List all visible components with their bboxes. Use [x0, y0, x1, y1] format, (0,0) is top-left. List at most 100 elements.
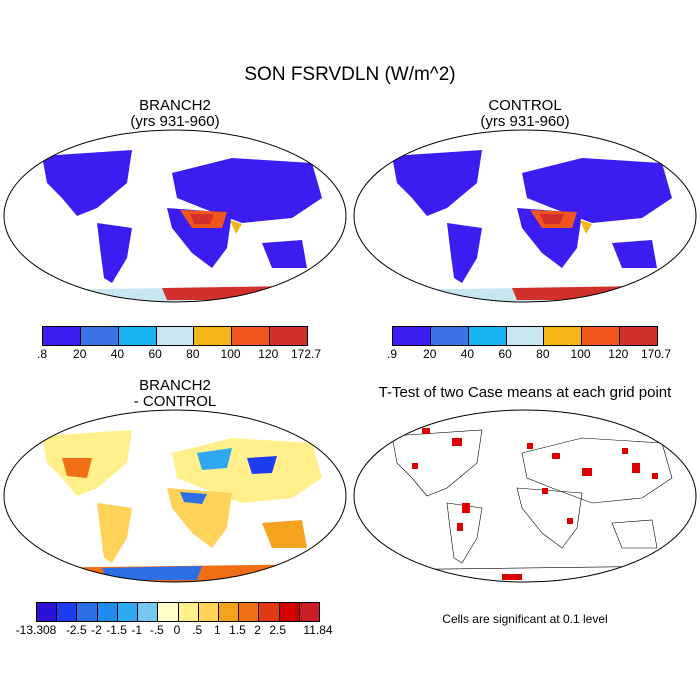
- colorbar-diff: [36, 602, 320, 622]
- panel-title-diff-line2: - CONTROL: [133, 393, 217, 410]
- colorbar-control-swatch: [468, 327, 507, 345]
- panel-title-branch2-line2: (yrs 931-960): [130, 113, 220, 130]
- colorbar-control-swatch: [582, 327, 621, 345]
- colorbar-control-label: 100: [570, 347, 591, 361]
- asia-neg: [247, 456, 277, 474]
- colorbar-branch2-label: 120: [258, 347, 279, 361]
- panel-title-branch2-line1: BRANCH2: [139, 97, 211, 114]
- panel-title-branch2: BRANCH2 (yrs 931-960): [75, 98, 275, 130]
- colorbar-diff-swatch: [138, 603, 159, 621]
- colorbar-branch2-label: 40: [110, 347, 125, 361]
- colorbar-branch2-swatch: [118, 327, 157, 345]
- map-border: [353, 129, 697, 303]
- north-america: [392, 150, 482, 216]
- colorbar-branch2-label: 172.7: [290, 347, 322, 361]
- colorbar-control-label: 120: [608, 347, 629, 361]
- colorbar-control-swatch: [544, 327, 583, 345]
- panel-title-diff: BRANCH2 - CONTROL: [75, 378, 275, 410]
- colorbar-diff-swatch: [57, 603, 78, 621]
- colorbar-diff-swatch: [299, 603, 320, 621]
- figure-title: SON FSRVDLN (W/m^2): [244, 64, 456, 85]
- colorbar-diff-swatch: [97, 603, 118, 621]
- panel-title-ttest: T-Test of two Case means at each grid po…: [378, 384, 672, 401]
- australia: [262, 240, 307, 268]
- sahara-neg: [180, 492, 207, 504]
- colorbar-diff-swatch: [259, 603, 280, 621]
- south-america: [447, 223, 482, 283]
- sahara-max: [540, 214, 564, 224]
- australia: [262, 520, 307, 548]
- colorbar-control-label: .9: [386, 347, 398, 361]
- colorbar-diff-swatch: [218, 603, 240, 621]
- map-branch2: [3, 129, 347, 303]
- colorbar-diff-label: -.5: [149, 623, 164, 637]
- colorbar-control-label: 40: [460, 347, 475, 361]
- map-border: [353, 409, 697, 583]
- antarctica-outline: [366, 565, 683, 571]
- colorbar-branch2-label: .8: [36, 347, 48, 361]
- north-america: [42, 150, 132, 216]
- south-america: [97, 223, 132, 283]
- eurasia-outline: [521, 437, 673, 504]
- colorbar-branch2-swatch: [194, 327, 233, 345]
- colorbar-branch2: [42, 326, 308, 346]
- colorbar-branch2-label: 100: [220, 347, 241, 361]
- colorbar-diff-swatch: [198, 603, 219, 621]
- colorbar-branch2-swatch: [270, 327, 308, 345]
- colorbar-branch2-label: 80: [186, 347, 200, 361]
- colorbar-diff-label: -1: [131, 623, 143, 637]
- colorbar-diff-label: 1: [213, 623, 221, 637]
- colorbar-diff-swatch: [37, 603, 58, 621]
- colorbar-branch2-label: 60: [148, 347, 162, 361]
- antarctica-neg: [102, 566, 202, 580]
- colorbar-control-label: 60: [498, 347, 512, 361]
- colorbar-diff-label: 0: [173, 623, 181, 637]
- colorbar-branch2-swatch: [232, 327, 271, 345]
- colorbar-diff-label: 2: [254, 623, 261, 637]
- colorbar-diff-label: 2.5: [269, 623, 287, 637]
- panel-title-control-line2: (yrs 931-960): [480, 113, 570, 130]
- north-america-outline: [391, 429, 483, 497]
- colorbar-diff-swatch: [117, 603, 139, 621]
- colorbar-control-swatch: [430, 327, 469, 345]
- colorbar-branch2-label: 20: [73, 347, 87, 361]
- colorbar-diff-label: -2.5: [65, 623, 87, 637]
- map-border: [3, 129, 347, 303]
- colorbar-control-label: 20: [423, 347, 437, 361]
- colorbar-control-label: 80: [536, 347, 550, 361]
- colorbar-control-label: 170.7: [640, 347, 672, 361]
- australia: [612, 240, 657, 268]
- eurasia: [172, 158, 322, 223]
- colorbar-control-swatch: [393, 327, 431, 345]
- colorbar-diff-label: .5: [192, 623, 203, 637]
- map-border: [3, 409, 347, 583]
- colorbar-control: [392, 326, 658, 346]
- map-diff: [3, 409, 347, 583]
- colorbar-control-swatch: [506, 327, 545, 345]
- arabia: [230, 220, 242, 234]
- colorbar-branch2-swatch: [43, 327, 81, 345]
- europe-neg: [197, 448, 232, 470]
- colorbar-branch2-swatch: [80, 327, 119, 345]
- africa-outline: [516, 487, 583, 549]
- south-america: [97, 503, 132, 563]
- colorbar-diff-label: 1.5: [229, 623, 246, 637]
- south-america-outline: [446, 502, 483, 564]
- na-pos: [62, 458, 92, 478]
- africa: [167, 488, 232, 548]
- colorbar-diff-swatch: [239, 603, 260, 621]
- colorbar-diff-swatch: [77, 603, 98, 621]
- eurasia: [522, 158, 672, 223]
- panel-title-control-line1: CONTROL: [488, 97, 562, 114]
- colorbar-branch2-swatch: [156, 327, 195, 345]
- colorbar-diff-swatch: [279, 603, 300, 621]
- colorbar-control-swatch: [620, 327, 658, 345]
- colorbar-diff-label: 11.84: [303, 623, 333, 637]
- significant-cells: [412, 428, 658, 580]
- sahara-max: [190, 214, 214, 224]
- panel-title-diff-line1: BRANCH2: [139, 377, 211, 394]
- panel-title-control: CONTROL (yrs 931-960): [425, 98, 625, 130]
- map-ttest: [353, 409, 697, 583]
- colorbar-diff-swatch: [158, 603, 179, 621]
- arabia: [580, 220, 592, 234]
